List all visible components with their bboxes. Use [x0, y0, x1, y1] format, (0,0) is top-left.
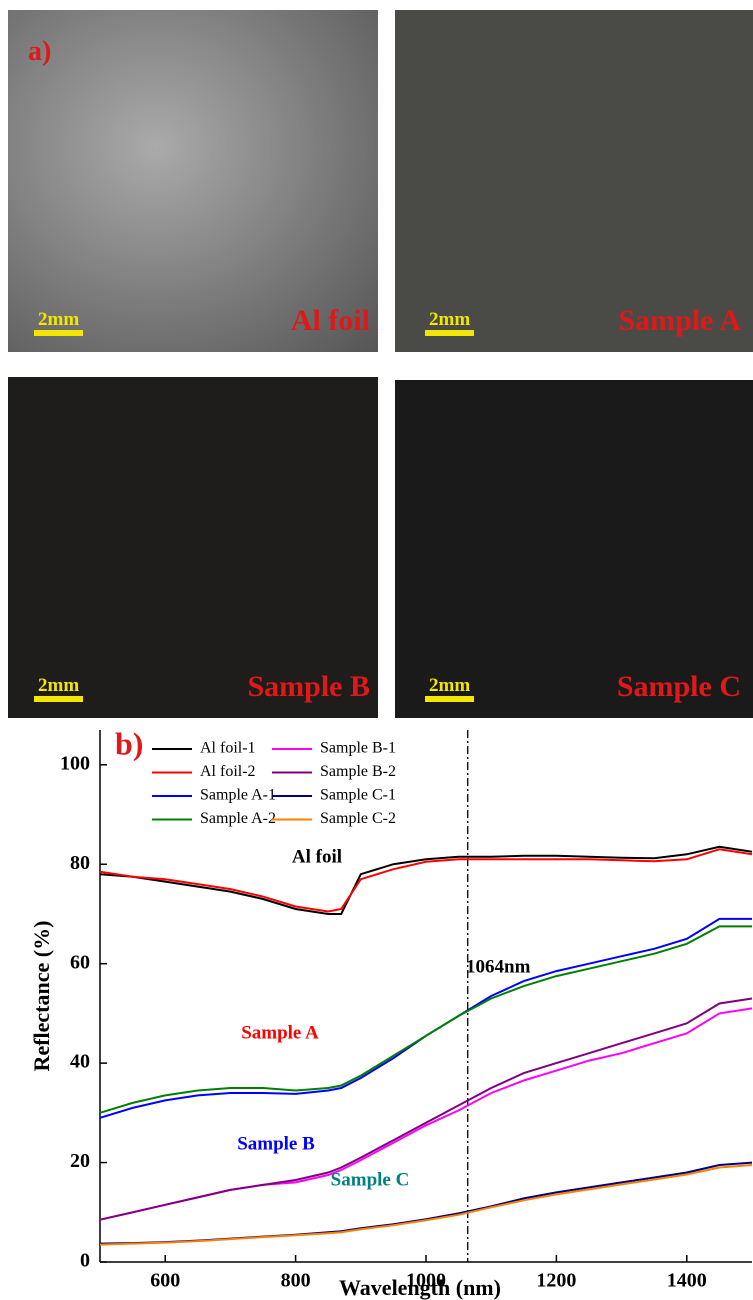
series-line: [100, 919, 752, 1118]
legend-label: Sample C-2: [320, 810, 396, 827]
legend-label: Sample B-1: [320, 740, 396, 757]
y-tick-label: 80: [70, 852, 90, 874]
x-tick-label: 800: [281, 1270, 311, 1292]
series-line: [100, 1008, 752, 1219]
annotation: Sample B: [237, 1133, 315, 1154]
y-tick-label: 60: [70, 951, 90, 973]
series-line: [100, 1163, 752, 1244]
y-axis-label: Reflectance (%): [29, 921, 54, 1072]
page: a) 2mm Al foil 2mm Sample A 2mm Sample B…: [0, 0, 753, 1300]
y-tick-label: 100: [60, 752, 90, 774]
x-tick-label: 600: [150, 1270, 180, 1292]
x-tick-label: 1200: [536, 1270, 576, 1292]
annotation: Sample C: [331, 1169, 410, 1190]
y-tick-label: 0: [80, 1250, 90, 1272]
chart: Wavelength (nm) Reflectance (%) b) 02040…: [0, 0, 753, 1300]
y-tick-label: 20: [70, 1150, 90, 1172]
annotation: Sample A: [241, 1022, 319, 1043]
legend-label: Sample A-2: [200, 810, 276, 827]
legend-label: Al foil-1: [200, 740, 256, 757]
legend-label: Sample B-2: [320, 763, 396, 780]
series-line: [100, 999, 752, 1220]
y-tick-label: 40: [70, 1051, 90, 1073]
x-tick-label: 1000: [406, 1270, 446, 1292]
legend-label: Sample C-1: [320, 787, 396, 804]
annotation: 1064nm: [466, 956, 531, 977]
x-tick-label: 1400: [667, 1270, 707, 1292]
legend-label: Sample A-1: [200, 787, 276, 804]
legend-label: Al foil-2: [200, 763, 256, 780]
series-line: [100, 926, 752, 1112]
series-line: [100, 847, 752, 914]
annotation: Al foil: [292, 846, 342, 867]
panel-label: b): [115, 725, 143, 761]
